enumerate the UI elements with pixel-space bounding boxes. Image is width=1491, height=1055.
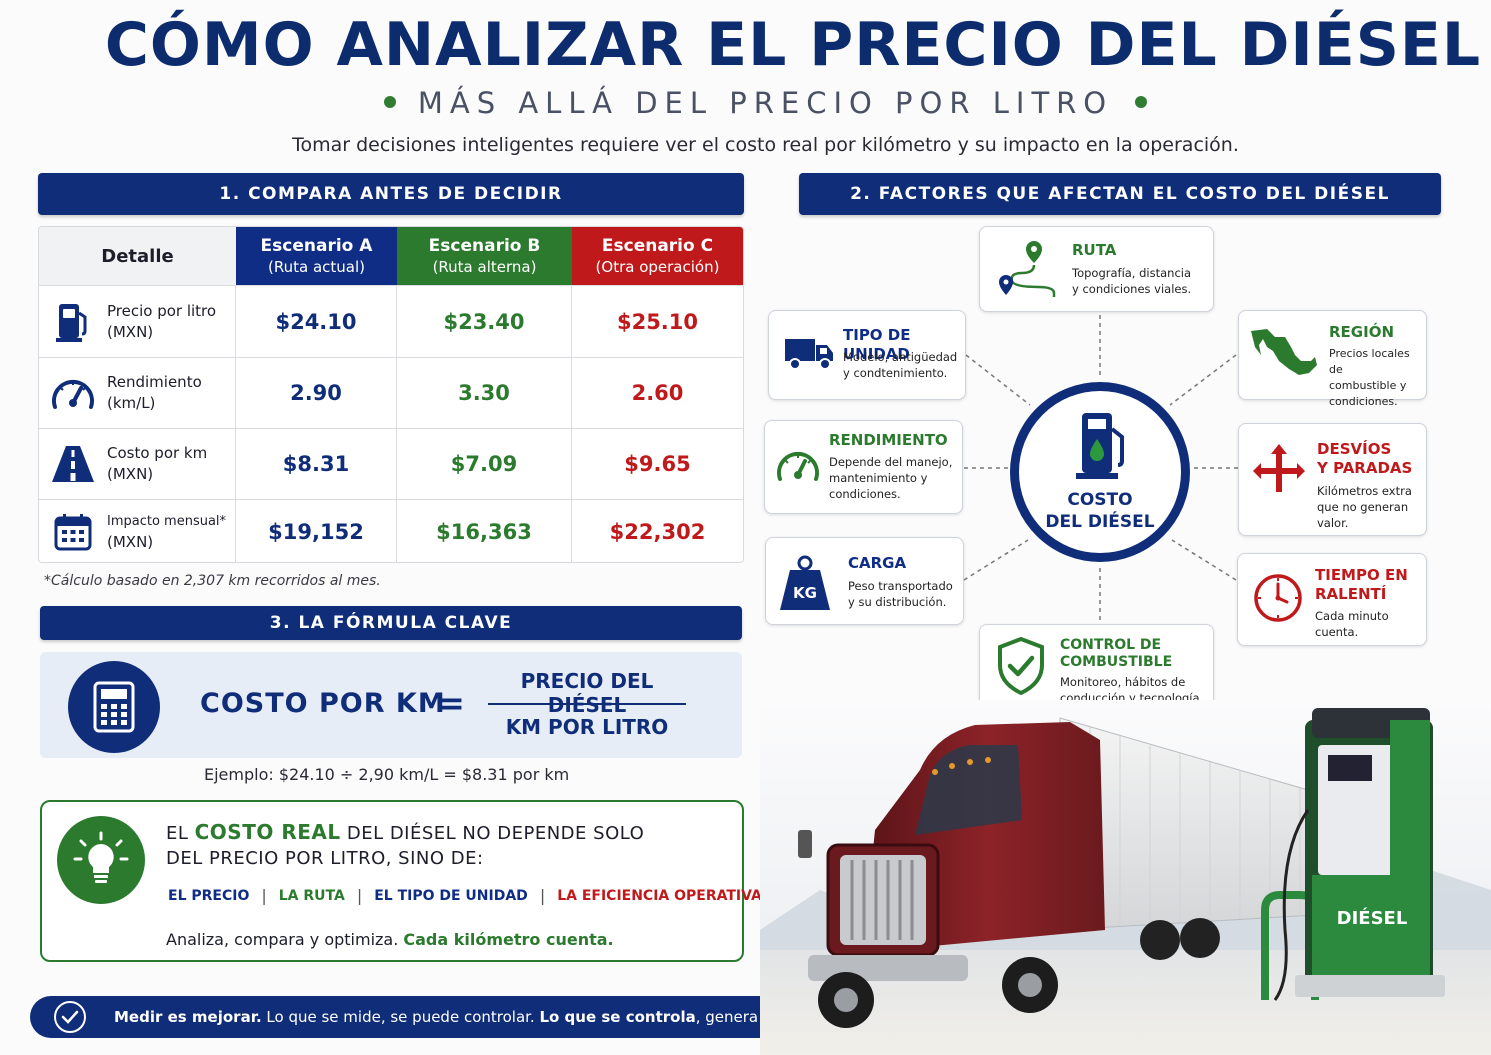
lightbulb-icon (57, 816, 145, 904)
check-circle-icon (54, 1001, 86, 1033)
col-escenario-b: Escenario B (Ruta alterna) (397, 227, 572, 285)
bottom-banner: Medir es mejorar. Lo que se mide, se pue… (30, 996, 850, 1038)
green-dot-icon (1135, 96, 1148, 108)
row-unit: (MXN) (107, 465, 154, 483)
pump-label: DIÉSEL (1337, 907, 1408, 929)
section3-title: 3. LA FÓRMULA CLAVE (40, 606, 742, 640)
value-b: $16,363 (397, 500, 572, 562)
separator: | (539, 886, 546, 905)
gauge-icon (775, 445, 821, 491)
truck-pump-scene: DIÉSEL (760, 700, 1491, 1055)
road-icon (49, 440, 97, 488)
center-label: COSTO DEL DIÉSEL (1045, 490, 1155, 532)
split-arrows-icon (1251, 442, 1307, 498)
table-header: Detalle Escenario A (Ruta actual) Escenar… (39, 227, 743, 285)
col-escenario-a: Escenario A (Ruta actual) (236, 227, 397, 285)
speedometer-icon (49, 369, 97, 417)
value-a: $8.31 (236, 429, 397, 499)
mexico-map-icon (1249, 325, 1319, 385)
col-detalle: Detalle (39, 227, 236, 285)
factor-card-control: CONTROL DE COMBUSTIBLE Monitoreo, hábitos… (979, 624, 1214, 714)
green-dot-icon (383, 96, 396, 108)
value-c: 2.60 (631, 381, 684, 405)
table-row: Costo por km (MXN) $8.31 $7.09 $9.65 (39, 428, 743, 499)
clock-icon (1252, 572, 1304, 628)
row-label: Precio por litro (107, 301, 217, 320)
col-escenario-c: Escenario C (Otra operación) (572, 227, 743, 285)
comparison-table: Detalle Escenario A (Ruta actual) Escenar… (38, 226, 744, 563)
factor-card-ralenti: TIEMPO EN RALENTÍ Cada minuto cuenta. (1237, 553, 1427, 646)
formula-denominator: KM POR LITRO (505, 715, 669, 739)
value-c: $25.10 (616, 309, 699, 334)
value-b: $23.40 (397, 286, 572, 357)
real-cost-footer: Analiza, compara y optimiza. Cada kilóme… (166, 930, 614, 949)
shield-check-icon (996, 636, 1046, 699)
fuel-pump-drop-icon (1076, 413, 1124, 479)
calculator-icon (68, 661, 160, 753)
section2-title: 2. FACTORES QUE AFECTAN EL COSTO DEL DIÉ… (799, 173, 1441, 215)
page-subtitle: MÁS ALLÁ DEL PRECIO POR LITRO (0, 86, 1491, 120)
table-row: Rendimiento (km/L) 2.90 3.30 2.60 (39, 357, 743, 428)
subtitle-text: MÁS ALLÁ DEL PRECIO POR LITRO (417, 86, 1114, 120)
value-b: $7.09 (397, 429, 572, 499)
value-c: $22,302 (609, 519, 706, 544)
factor-ruta: LA RUTA (278, 887, 345, 904)
separator: | (356, 886, 363, 905)
value-b: 3.30 (397, 358, 572, 428)
row-unit: (MXN) (107, 322, 154, 341)
factor-eficiencia: LA EFICIENCIA OPERATIVA (557, 887, 762, 904)
factor-precio: EL PRECIO (168, 887, 250, 904)
fuel-pump-icon (49, 298, 97, 346)
formula-left: COSTO POR KM (200, 688, 446, 719)
costo-real-highlight: COSTO REAL (194, 820, 341, 844)
row-label: Rendimiento (107, 373, 202, 391)
weight-kg-icon: KG (778, 554, 832, 616)
real-cost-line2: DEL PRECIO POR LITRO, SINO DE: (166, 848, 484, 869)
table-footnote: *Cálculo basado en 2,307 km recorridos a… (44, 573, 381, 589)
real-cost-line1: EL COSTO REAL DEL DIÉSEL NO DEPENDE SOLO (166, 820, 645, 844)
truck-icon (783, 335, 835, 375)
row-label: Costo por km (107, 444, 208, 462)
factor-card-carga: KG CARGA Peso transportado y su distribuc… (765, 537, 964, 625)
connector-lines (963, 315, 1238, 625)
factor-tipo-unidad: EL TIPO DE UNIDAD (374, 887, 528, 904)
factor-list: EL PRECIO | LA RUTA | EL TIPO DE UNIDAD … (168, 886, 762, 905)
formula-equals: = (438, 684, 465, 722)
factor-card-region: REGIÓN Precios locales de combustible y co… (1238, 310, 1427, 408)
formula-numerator: PRECIO DEL DIÉSEL (520, 669, 654, 717)
value-a: 2.90 (236, 358, 397, 428)
section1-title: 1. COMPARA ANTES DE DECIDIR (38, 173, 744, 215)
page-title: CÓMO ANALIZAR EL PRECIO DEL DIÉSEL (104, 10, 1482, 80)
row-unit: (MXN) (107, 532, 154, 551)
formula-example: Ejemplo: $24.10 ÷ 2,90 km/L = $8.31 por … (204, 765, 570, 784)
table-row: Impacto mensual* (MXN) $19,152 $16,363 $2… (39, 499, 743, 562)
factor-card-rendimiento: RENDIMIENTO Depende del manejo, mantenimi… (764, 420, 963, 514)
row-unit: (km/L) (107, 394, 156, 412)
route-pin-icon (994, 239, 1058, 305)
row-label: Impacto mensual* (107, 513, 227, 529)
svg-text:KG: KG (793, 584, 817, 602)
separator: | (261, 886, 267, 905)
factor-card-ruta: RUTA Topografía, distancia y condiciones … (979, 226, 1214, 312)
factor-card-desvios: DESVÍOS Y PARADAS Kilómetros extra que no … (1238, 423, 1427, 536)
factor-card-tipo-unidad: TIPO DE UNIDAD Modelo, antigüedad y condt… (768, 310, 966, 400)
value-a: $19,152 (236, 500, 397, 562)
center-circle (1010, 382, 1190, 562)
value-c: $9.65 (624, 452, 691, 476)
value-a: $24.10 (236, 286, 397, 357)
calendar-icon (49, 508, 97, 556)
fraction-line (488, 703, 686, 705)
table-row: Precio por litro (MXN) $24.10 $23.40 $25.… (39, 285, 743, 357)
real-cost-box (40, 800, 744, 962)
intro-text: Tomar decisiones inteligentes requiere v… (292, 134, 1239, 156)
